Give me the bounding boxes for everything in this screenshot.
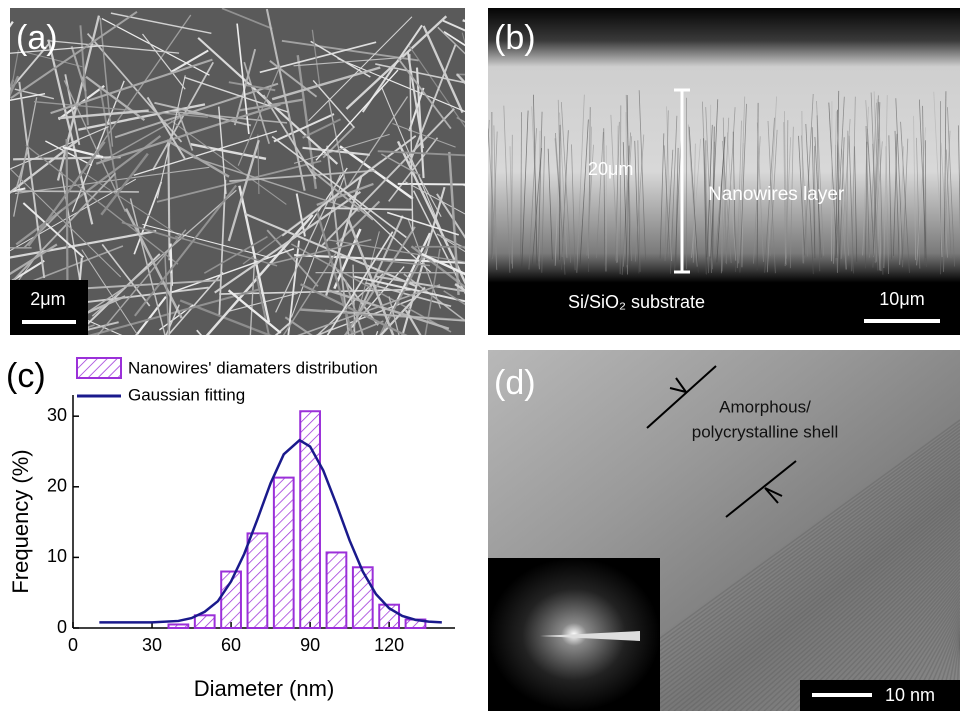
nanowire — [67, 139, 68, 300]
panel-label: (a) — [16, 19, 58, 57]
bar — [195, 615, 215, 628]
annotation: Amorphous/ — [719, 397, 811, 416]
scale-label: 2μm — [30, 289, 65, 309]
bar — [169, 624, 189, 628]
substrate-label: Si/SiO₂ substrate — [568, 292, 705, 312]
fit-line — [99, 440, 441, 622]
bar — [248, 533, 268, 628]
legend-swatch — [77, 358, 121, 378]
annotation: polycrystalline shell — [692, 422, 838, 441]
bar — [353, 567, 373, 628]
bar — [327, 552, 347, 628]
nanowire — [333, 331, 378, 458]
y-axis-label: Frequency (%) — [8, 449, 33, 593]
thickness-label: 20μm — [588, 159, 633, 179]
bar — [274, 478, 294, 628]
y-tick-label: 20 — [47, 476, 67, 496]
x-tick-label: 0 — [68, 635, 78, 655]
panel-label: (b) — [494, 19, 536, 57]
histogram-chart: 0 30 60 90 120 0 10 20 30 Diameter (nm) Frequency … — [8, 358, 455, 701]
nanowire — [168, 141, 169, 260]
x-tick-label: 60 — [221, 635, 241, 655]
panel-label: (d) — [494, 364, 536, 402]
y-tick-label: 0 — [57, 617, 67, 637]
x-tick-label: 120 — [374, 635, 404, 655]
y-tick-label: 10 — [47, 546, 67, 566]
x-tick-label: 90 — [300, 635, 320, 655]
nanowire — [462, 33, 486, 120]
scale-label: 10 nm — [885, 685, 935, 705]
panel-label: (c) — [6, 357, 46, 395]
scale-label: 10μm — [879, 289, 924, 309]
figure: 2μm (a) 20μm Nanowires layer Si/SiO₂ sub… — [0, 0, 960, 711]
legend-label: Gaussian fitting — [128, 385, 245, 404]
legend-label: Nanowires' diamaters distribution — [128, 358, 378, 377]
x-tick-label: 30 — [142, 635, 162, 655]
nanowire — [0, 281, 11, 300]
x-axis-label: Diameter (nm) — [194, 676, 335, 701]
y-tick-label: 30 — [47, 405, 67, 425]
layer-label: Nanowires layer — [708, 184, 845, 205]
